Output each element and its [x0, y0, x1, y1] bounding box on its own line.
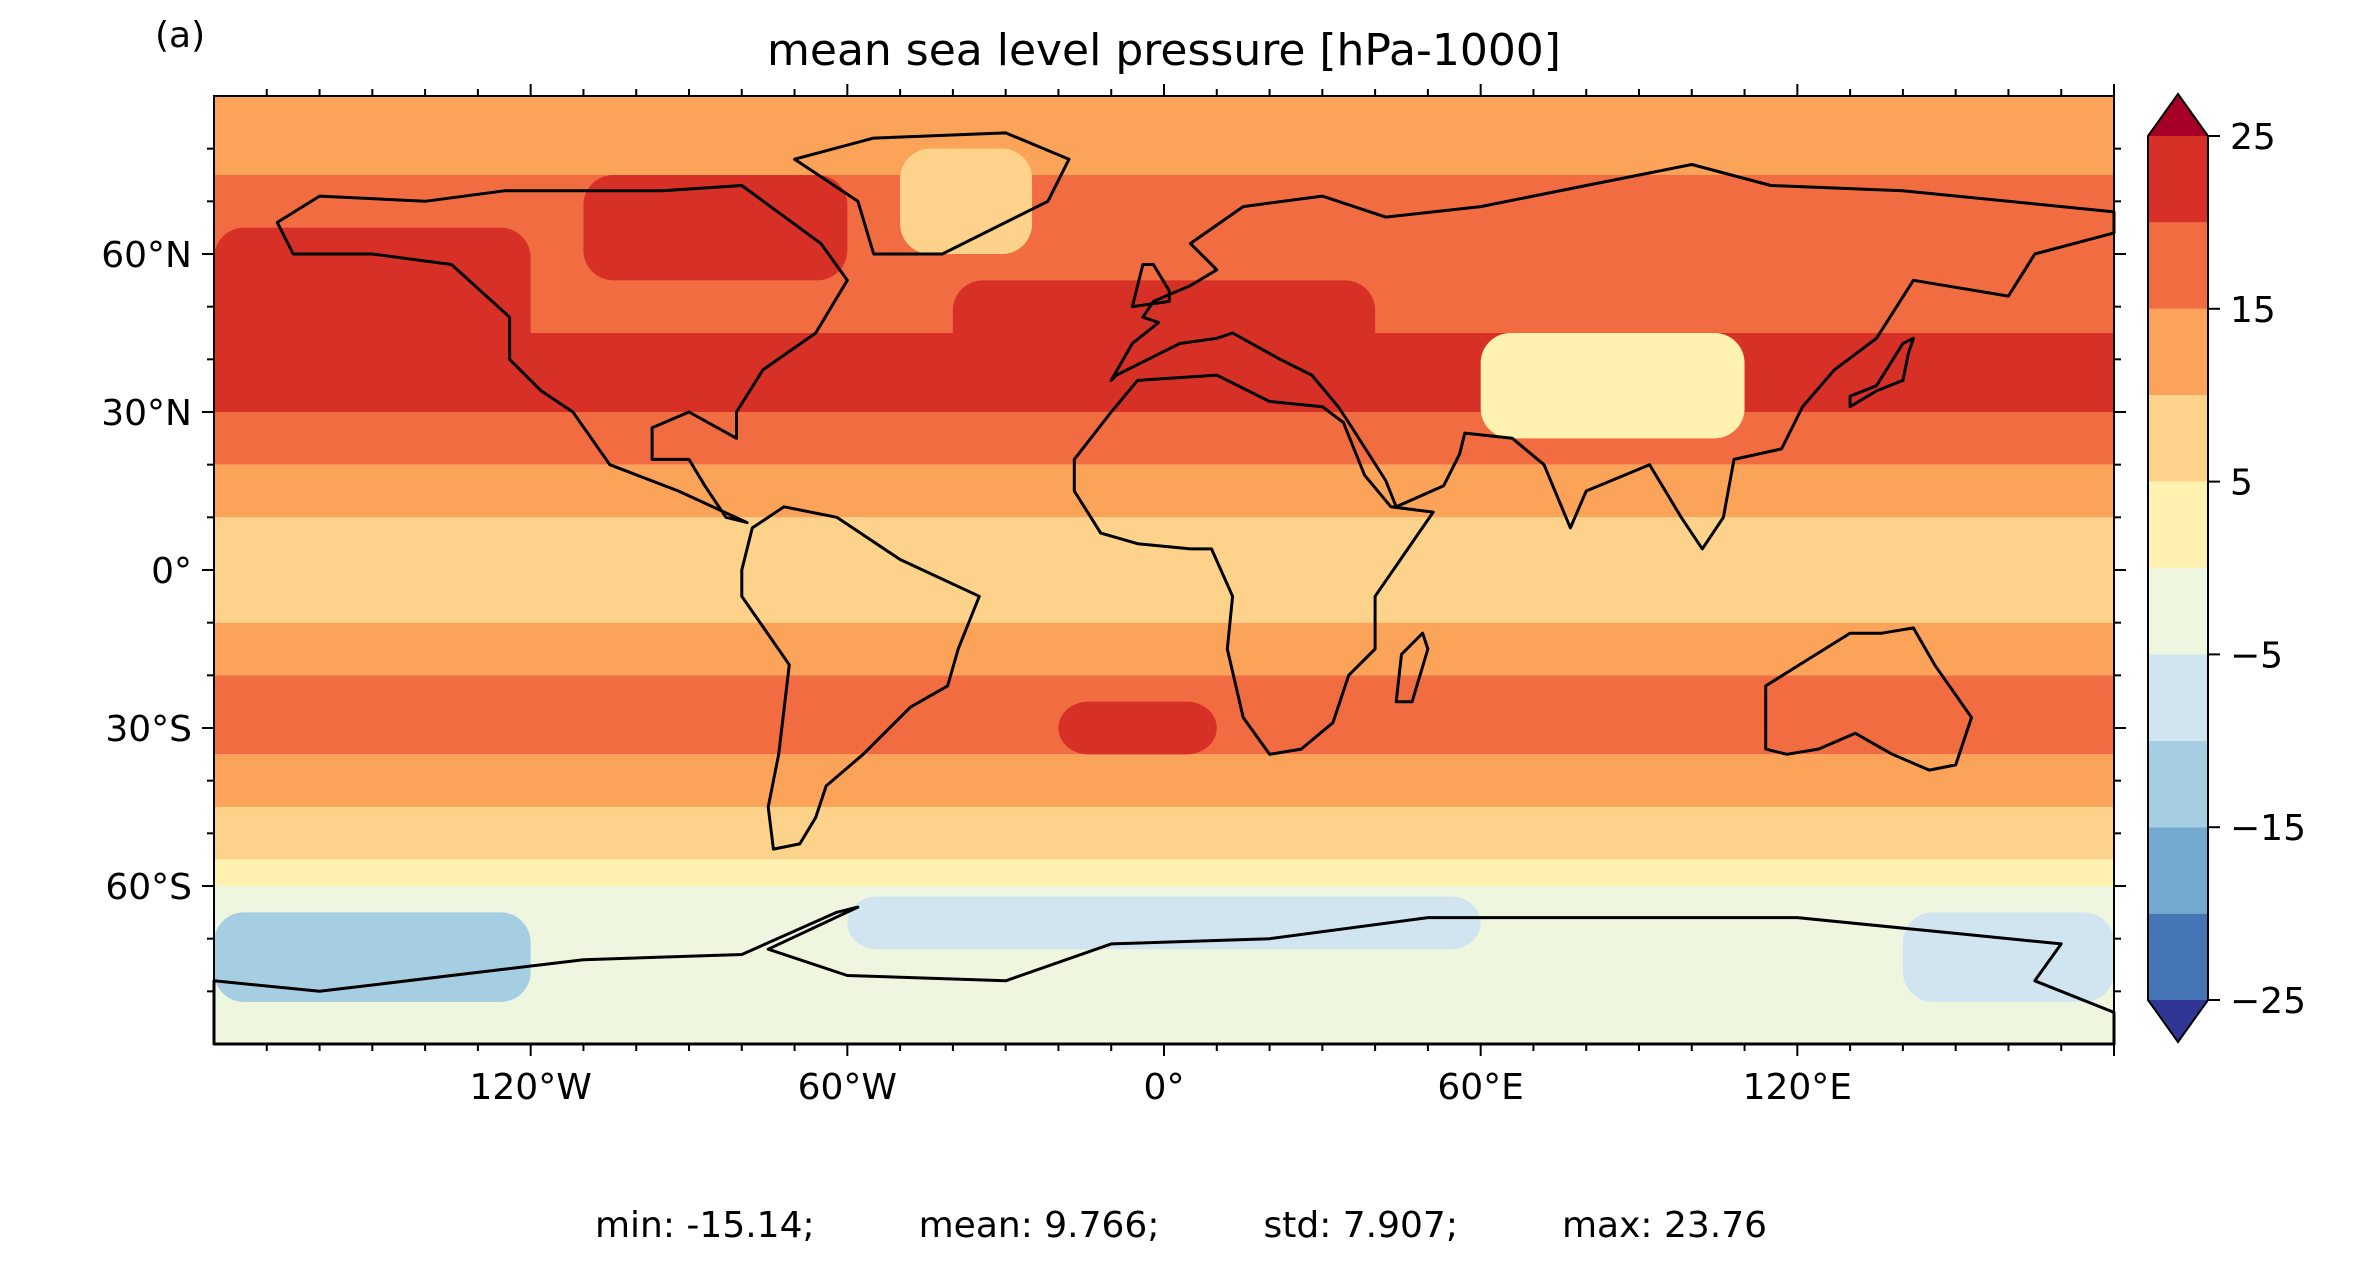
stat-max: max: 23.76 — [1561, 1205, 1768, 1246]
x-tick-label: 120°W — [470, 1067, 592, 1108]
map-field — [214, 96, 2114, 1044]
coastline-1 — [740, 505, 981, 851]
zonal-band-9 — [214, 754, 2114, 807]
colorbar-swatch — [2148, 395, 2208, 482]
x-tick-label: 120°E — [1743, 1067, 1852, 1108]
coastline-7 — [1394, 631, 1430, 704]
y-tick-label: 0° — [151, 551, 192, 592]
coastline-6 — [212, 905, 2116, 1046]
zonal-band-0 — [214, 96, 2114, 175]
coastlines — [212, 131, 2116, 1046]
coastline-4 — [1072, 373, 1435, 756]
coastline-3 — [1109, 163, 2116, 551]
stat-mean: mean: 9.766; — [918, 1205, 1160, 1246]
region-1 — [952, 280, 1376, 386]
zonal-band-5 — [214, 464, 2114, 518]
colorbar-tick-label: 5 — [2230, 463, 2253, 504]
summary-stats: min: -15.14; mean: 9.766; std: 7.907; max: … — [0, 1205, 2362, 1246]
zonal-band-7 — [214, 622, 2114, 676]
colorbar-tick-label: −25 — [2230, 981, 2306, 1022]
y-tick-label: 60°S — [105, 867, 192, 908]
x-tick-label: 60°E — [1437, 1067, 1524, 1108]
colorbar: 25 15 5 −5 −15 −25 — [2147, 92, 2306, 1044]
colorbar-swatch — [2148, 827, 2208, 914]
coastline-2 — [793, 131, 1071, 256]
region-2 — [583, 175, 848, 281]
colorbar-swatch — [2148, 913, 2208, 1000]
colorbar-swatch — [2148, 740, 2208, 828]
zonal-band-13 — [214, 938, 2114, 1044]
colorbar-swatch — [2148, 654, 2208, 741]
panel-label: (a) — [155, 15, 205, 56]
coastline-9 — [1130, 263, 1171, 309]
region-7 — [847, 896, 1481, 950]
region-4 — [900, 148, 1033, 254]
region-8 — [1902, 912, 2114, 1002]
x-tick-label: 0° — [1144, 1067, 1185, 1108]
y-tick-label: 30°N — [101, 393, 192, 434]
colorbar-tick-label: −15 — [2230, 808, 2306, 849]
colorbar-tick-label: −5 — [2230, 635, 2283, 676]
stat-min: min: -15.14; — [594, 1205, 815, 1246]
coastline-5 — [1764, 626, 1973, 772]
x-axis: 120°W 60°W 0° 60°E 120°E — [265, 84, 2115, 1108]
colorbar-over-triangle — [2148, 94, 2208, 136]
coastline-0 — [275, 184, 849, 525]
zonal-band-6 — [214, 517, 2114, 623]
zonal-band-1 — [214, 175, 2114, 254]
zonal-band-4 — [214, 412, 2114, 465]
x-tick-label: 60°W — [798, 1067, 897, 1108]
region-0 — [214, 227, 531, 412]
colorbar-tick-label: 15 — [2230, 290, 2276, 331]
region-6 — [214, 912, 531, 1002]
region-3 — [1480, 333, 1745, 439]
colorbar-swatch — [2148, 308, 2208, 396]
y-axis: 60°N 30°N 0° 30°S 60°S — [101, 147, 2126, 993]
colorbar-swatch — [2148, 568, 2208, 655]
zonal-band-11 — [214, 859, 2114, 886]
figure: (a) mean sea level pressure [hPa-1000] 1… — [101, 15, 2306, 1108]
stat-std: std: 7.907; — [1263, 1205, 1458, 1246]
coastline-8 — [1848, 336, 1915, 409]
y-tick-label: 30°S — [105, 709, 192, 750]
chart-title: mean sea level pressure [hPa-1000] — [767, 25, 1561, 76]
region-5 — [1058, 701, 1217, 755]
zonal-band-10 — [214, 807, 2114, 860]
colorbar-swatch — [2148, 481, 2208, 568]
colorbar-tick-label: 25 — [2230, 117, 2276, 158]
colorbar-under-triangle — [2148, 1000, 2208, 1042]
y-tick-label: 60°N — [101, 235, 192, 276]
colorbar-swatch — [2148, 136, 2208, 223]
colorbar-swatch — [2148, 222, 2208, 309]
